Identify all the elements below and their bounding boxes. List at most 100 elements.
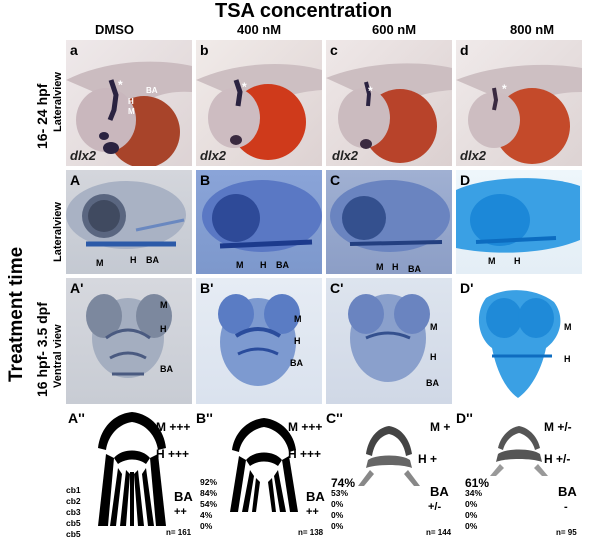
panel-label-A-dprime: A'' [68,410,85,426]
pct-value: 54% [200,499,218,509]
n-count-C: n= 144 [426,528,452,537]
column-header-400: 400 nM [237,22,282,37]
row1-view-label: Lateralview [52,72,64,132]
m-marker: M [128,107,135,116]
panel-label-B: B [200,172,211,188]
panel-label-C-dprime: C'' [326,410,343,426]
panel-B-prime: B' M H BA [196,278,322,404]
pct-value: 0% [331,510,344,520]
panel-C-prime: C' M H BA [326,278,452,404]
m-marker: M [376,262,384,272]
ba-score-B: ++ [306,506,319,518]
pct-value: 84% [200,488,218,498]
cartilage-ventral-A [86,294,172,378]
panel-label-A: A [70,172,81,188]
embryo-image-a [66,61,192,166]
m-marker: M [564,322,572,332]
panel-label-a: a [70,42,78,58]
pct-value: 0% [465,510,478,520]
star-marker: * [242,80,247,94]
ba-marker: BA [276,260,289,270]
pct-list-D: 34% 0% 0% 0% [465,488,482,532]
panel-A: A M H BA [66,170,192,274]
star-marker: * [368,84,373,98]
row3-view-label: Ventral view [52,324,64,388]
pct-value: 34% [465,488,483,498]
ba-marker: BA [160,364,173,374]
figure-title: TSA concentration [215,0,393,22]
h-marker: H [130,255,137,265]
schematic-A [98,412,166,526]
panel-label-C: C [330,172,341,188]
gene-label-d: dlx2 [460,148,487,163]
ba-label-C: BA [430,484,449,499]
n-count-D: n= 95 [556,528,577,537]
pct-value: 92% [200,477,218,487]
h-marker: H [392,262,399,272]
pct-value: 0% [200,521,213,531]
star-marker: * [118,78,123,92]
pct-list-C: 53% 0% 0% 0% [331,488,348,532]
ba-marker: BA [408,264,421,274]
m-marker: M [160,300,168,310]
row2-time-label: 16 hpf- 3.5 dpf [34,302,50,397]
n-count-B: n= 138 [298,528,324,537]
pct-value: 0% [331,521,344,531]
h-score-A: H +++ [156,447,190,461]
panel-d: d * dlx2 [456,40,582,166]
n-count-A: n= 161 [166,528,192,537]
schematic-D [490,426,548,476]
h-score-C: H + [418,452,438,466]
panel-label-d: d [460,42,469,58]
panel-label-D-dprime: D'' [456,410,473,426]
m-marker: M [430,322,438,332]
m-marker: M [488,256,496,266]
row1-time-label: 16- 24 hpf [34,83,50,149]
cb-label: cb3 [66,507,81,517]
panel-B: B M H BA [196,170,322,274]
ba-score-D: - [564,501,568,513]
panel-label-b: b [200,42,209,58]
panel-label-D-prime: D' [460,280,474,296]
pct-value: 0% [465,521,478,531]
h-score-D: H +/- [544,452,571,466]
pct-value: 4% [200,510,213,520]
ba-label-D: BA [558,484,577,499]
panel-b: b * dlx2 [196,40,322,166]
ba-label-A: BA [174,489,193,504]
ba-marker: BA [146,255,159,265]
h-score-B: H +++ [288,447,322,461]
h-marker: H [260,260,267,270]
ba-label-B: BA [306,489,325,504]
column-header-dmso: DMSO [95,22,134,37]
gene-label-b: dlx2 [200,148,227,163]
cartilage-image-D [456,178,580,253]
panel-A-prime: A' M H BA [66,278,192,404]
m-marker: M [294,314,302,324]
ba-score-C: +/- [428,501,442,513]
m-score-B: M +++ [288,420,323,434]
cartilage-ventral-D [478,290,561,398]
ba-marker: BA [426,378,439,388]
cb-label: cb2 [66,496,81,506]
embryo-image-d [456,64,582,164]
embryo-image-b [196,64,322,160]
h-marker: H [128,97,134,106]
cartilage-image-B [202,180,322,252]
row2-view-label: Lateralview [52,202,64,262]
panel-D-prime: D' M H [456,278,582,404]
m-marker: M [96,258,104,268]
star-marker: * [502,82,507,96]
m-score-D: M +/- [544,420,572,434]
panel-label-C-prime: C' [330,280,344,296]
pct-value: 0% [465,499,478,509]
pct-big-C: 74% [331,476,356,490]
embryo-image-c [326,63,452,163]
cb-label: cb5 [66,518,81,528]
cb-label: cb5 [66,529,81,539]
panel-a: a * BA H M dlx2 [66,40,192,166]
pct-big-D: 61% [465,476,490,490]
cb-labels: cb1 cb2 cb3 cb5 cb5 [66,485,81,540]
panel-C: C M H BA [326,170,452,274]
gene-label-c: dlx2 [332,148,359,163]
